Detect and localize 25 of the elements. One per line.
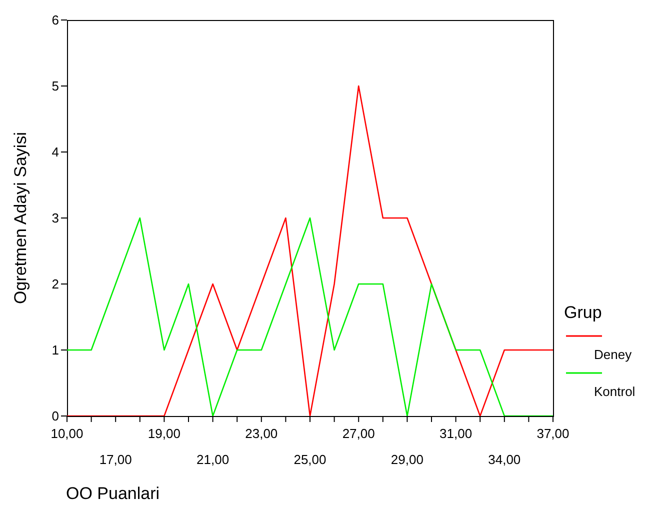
y-axis-title: Ogretmen Adayi Sayisi	[11, 132, 30, 304]
x-tick-label: 19,00	[148, 426, 180, 441]
x-tick-label: 31,00	[440, 426, 472, 441]
x-tick-label: 34,00	[488, 452, 521, 467]
x-tick-label: 37,00	[536, 426, 570, 441]
x-tick-label: 23,00	[245, 426, 278, 441]
x-tick-label: 17,00	[99, 452, 132, 467]
x-axis-title: OO Puanlari	[66, 484, 160, 504]
y-tick-label: 5	[52, 78, 59, 94]
line-series	[67, 217, 553, 416]
y-tick-label: 4	[52, 144, 59, 160]
x-tick-label: 25,00	[294, 452, 326, 467]
x-tick-label: 10,00	[50, 426, 84, 441]
y-tick-label: 6	[52, 12, 59, 28]
x-tick-label: 27,00	[342, 426, 375, 441]
y-tick-label: 3	[52, 210, 59, 226]
legend-label: Kontrol	[594, 384, 636, 399]
y-tick-label: 2	[52, 276, 59, 292]
y-tick-label: 0	[52, 408, 59, 424]
x-tick-label: 29,00	[390, 452, 424, 467]
legend-label: Deney	[594, 347, 633, 362]
y-tick-label: 1	[52, 342, 59, 358]
x-tick-label: 21,00	[196, 452, 230, 467]
legend-title: Grup	[564, 303, 603, 323]
line-series	[67, 85, 553, 416]
